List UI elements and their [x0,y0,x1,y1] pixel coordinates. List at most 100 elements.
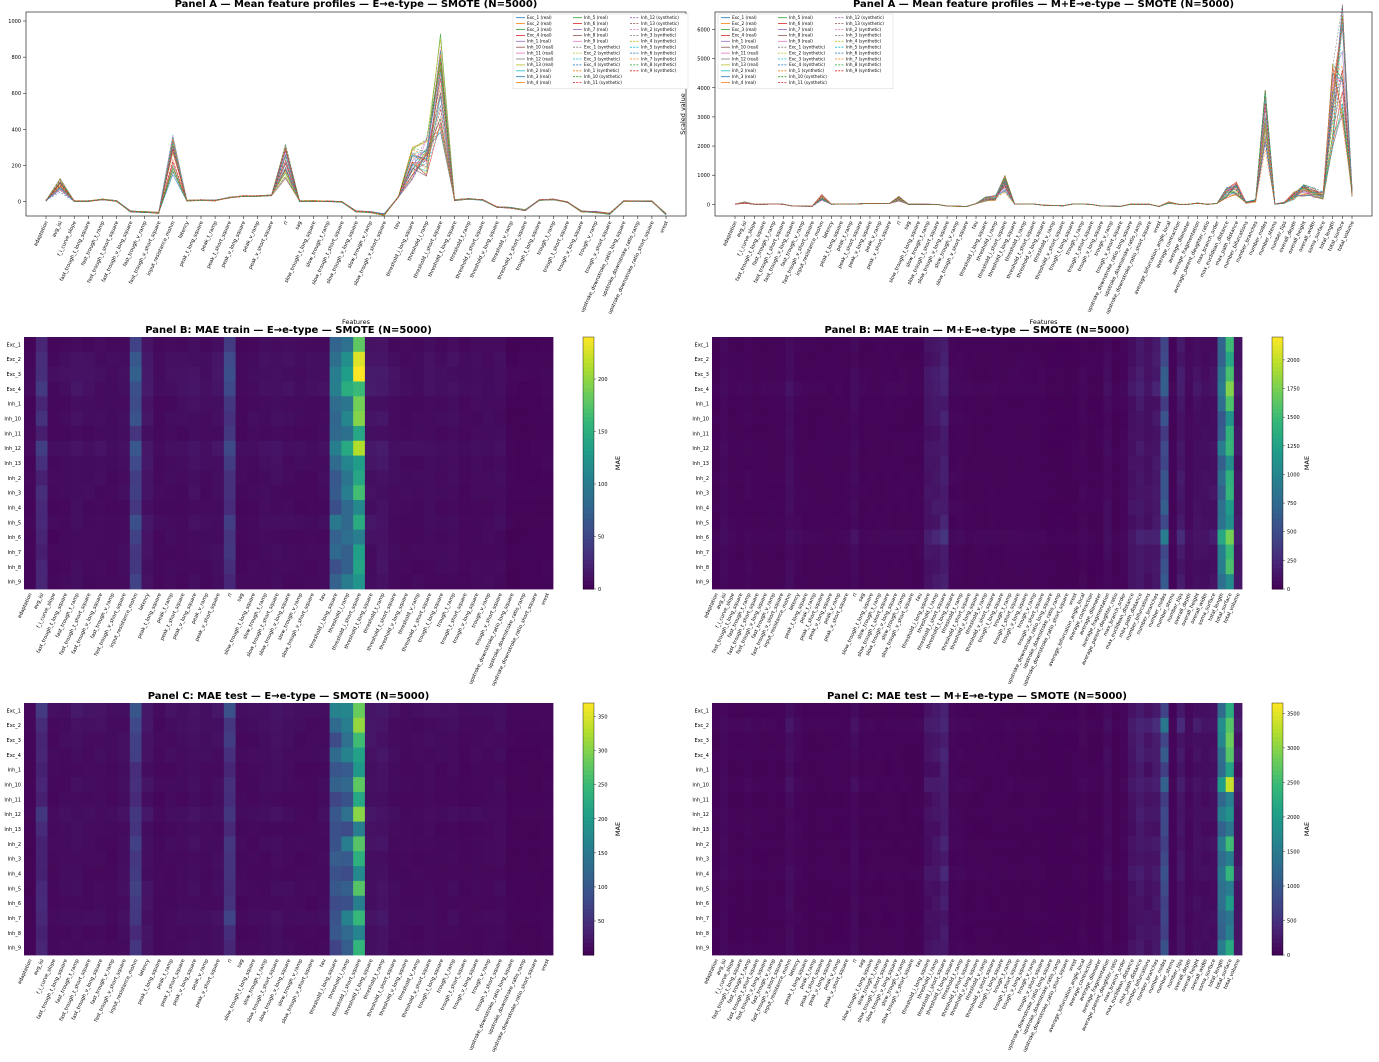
heat-cell [1184,940,1194,956]
heat-cell [1111,910,1121,926]
heat-cell [188,381,201,397]
heat-cell [981,806,990,822]
heat-cell [883,455,892,471]
heat-cell [1225,806,1235,822]
heat-cell [842,381,852,397]
heat-cell [932,791,941,808]
heat-cell [129,777,142,793]
heat-cell [981,866,990,882]
heat-cell [153,559,166,575]
heat-cell [282,514,295,531]
heat-cell [482,381,495,397]
heat-cell [769,455,778,471]
heat-cell [801,836,811,852]
heat-cell [842,411,852,427]
heat-cell [1013,485,1023,501]
heat-cell [235,940,248,956]
heat-cell [364,411,378,427]
heat-cell [517,351,530,368]
colorbar-segment [583,850,594,855]
heat-cell [212,732,225,748]
heat-cell [1233,411,1243,427]
heat-cell [940,366,949,382]
heat-cell [447,836,460,852]
heat-cell [1013,851,1023,867]
colorbar-segment [1272,946,1283,952]
heat-cell [785,500,794,516]
heat-cell [329,851,342,867]
heat-cell [1160,544,1170,560]
heat-cell [1225,500,1235,516]
heat-cell [247,895,260,911]
heat-cell [1127,762,1137,778]
heat-cell [24,747,37,763]
heat-cell [1062,574,1072,590]
heat-cell [997,880,1006,897]
colorbar-segment [1272,496,1283,502]
heat-cell [1046,351,1055,368]
heat-cell [801,851,811,867]
row-label: Exc_4 [7,387,21,393]
heat-cell [259,732,272,748]
heat-cell [1127,455,1137,471]
heat-cell [1021,440,1031,456]
heat-cell [1070,895,1080,911]
heat-cell [165,500,178,516]
row-label: Inh_7 [8,550,22,556]
heat-cell [1030,851,1039,867]
heat-cell [1168,703,1178,719]
heat-cell [47,544,60,560]
colorbar-segment [1272,791,1283,796]
heat-cell [769,851,778,867]
heat-cell [1005,836,1015,852]
heat-cell [1111,821,1121,837]
heat-cell [997,396,1006,412]
heat-cell [801,455,811,471]
heat-cell [423,544,436,560]
heat-cell [423,529,436,545]
heat-cell [188,777,201,793]
colorbar-segment [583,871,594,876]
heat-cell [1111,866,1121,882]
heat-cell [129,425,142,442]
heat-cell [1217,529,1227,545]
heat-cell [423,791,436,808]
heat-cell [1184,514,1194,531]
heat-cell [1127,940,1137,956]
heat-cell [223,470,236,486]
heat-cell [834,381,843,397]
heat-cell [1111,777,1121,793]
heat-cell [541,806,554,822]
heat-cell [818,717,827,734]
heat-cell [915,806,925,822]
heat-cell [212,880,225,897]
colorbar-segment [1272,745,1283,750]
heat-cell [1111,411,1121,427]
heat-cell [1054,411,1064,427]
heat-cell [793,791,803,808]
heat-cell [785,411,794,427]
heat-cell [866,559,876,575]
heat-cell [728,529,737,545]
heat-cell [118,529,131,545]
heat-cell [82,544,95,560]
heat-cell [858,910,868,926]
heat-cell [1201,836,1210,852]
heat-cell [948,574,958,590]
colorbar-segment [1272,584,1283,590]
row-label: Inh_13 [4,827,21,833]
heat-cell [223,337,236,353]
heat-cell [1209,940,1218,956]
legend-entry: Inh_3 (real) [732,74,756,79]
colorbar-segment [1272,766,1283,771]
heat-cell [505,425,519,442]
heat-cell [200,703,213,719]
heat-cell [850,455,860,471]
colorbar-segment [583,551,594,556]
heat-cell [899,440,909,456]
series-line [45,125,667,216]
heat-cell [956,514,966,531]
row-label: Inh_11 [4,431,21,437]
heat-cell [883,836,892,852]
colorbar-segment [583,808,594,813]
